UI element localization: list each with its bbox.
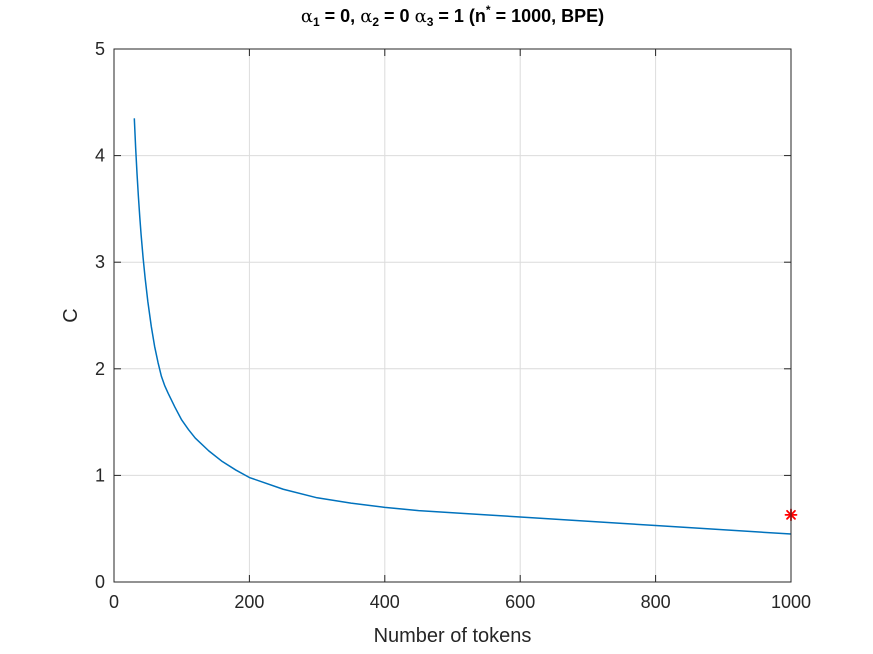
plot-data [133, 118, 798, 535]
title-part: = 1000, BPE) [491, 6, 605, 26]
x-tick-label: 800 [641, 592, 671, 612]
x-tick-label: 200 [234, 592, 264, 612]
title-part: α [360, 6, 372, 27]
x-tick-label: 400 [370, 592, 400, 612]
grid-lines [114, 49, 791, 582]
y-axis-label: C [60, 308, 82, 322]
title-part: 3 [427, 15, 434, 29]
y-tick-label: 3 [95, 252, 105, 272]
x-tick-label: 1000 [771, 592, 811, 612]
x-tick-label: 600 [505, 592, 535, 612]
title-part: = 0, [320, 6, 361, 26]
x-axis-label: Number of tokens [374, 625, 532, 647]
title-part: α [301, 6, 313, 27]
y-tick-label: 1 [95, 465, 105, 485]
chart-title: α1 = 0, α2 = 0 α3 = 1 (n* = 1000, BPE) [301, 3, 604, 29]
y-tick-label: 0 [95, 572, 105, 592]
title-part: = 0 [379, 6, 415, 26]
title-part: 2 [372, 15, 379, 29]
y-tick-label: 4 [95, 146, 105, 166]
title-part: 1 [313, 15, 320, 29]
series-line [133, 118, 792, 535]
title-part: * [486, 3, 491, 17]
x-tick-label: 0 [109, 592, 119, 612]
axis-ticks: 0 200 400 600 800 1000 0 1 2 3 4 5 [95, 39, 811, 612]
y-tick-label: 2 [95, 359, 105, 379]
title-part: = 1 (n [433, 6, 486, 26]
y-tick-label: 5 [95, 39, 105, 59]
title-part: α [415, 6, 427, 27]
axes-box [113, 48, 792, 583]
